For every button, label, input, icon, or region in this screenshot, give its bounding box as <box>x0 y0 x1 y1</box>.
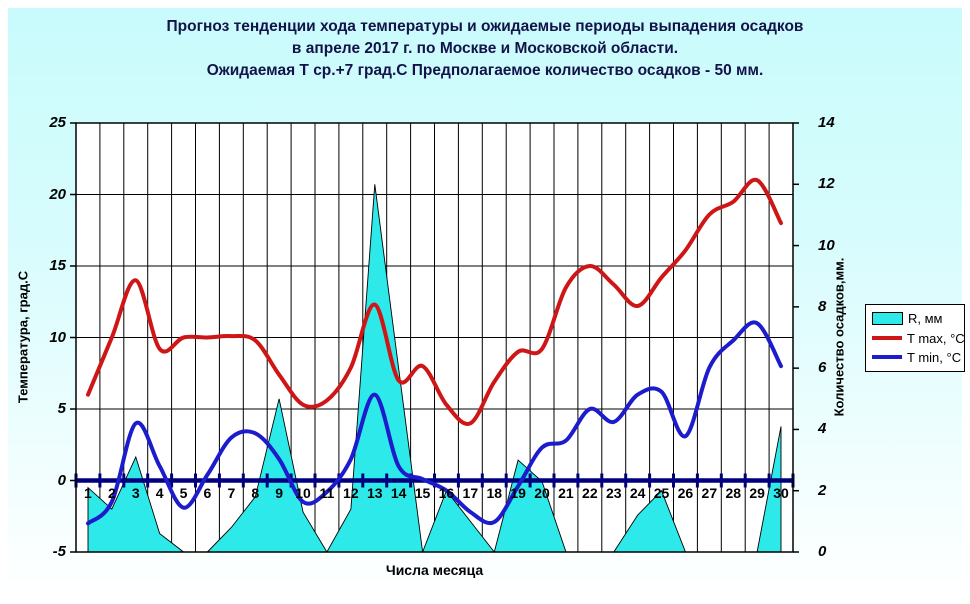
day-label: 5 <box>179 485 188 501</box>
day-label: 29 <box>749 485 765 501</box>
day-label: 7 <box>227 485 236 501</box>
left-axis-tick-label: 20 <box>49 185 66 203</box>
day-label: 27 <box>701 485 718 501</box>
left-axis-tick-label: 10 <box>49 328 66 346</box>
right-axis-tick-label: 14 <box>818 114 835 131</box>
tmin-line-swatch-icon <box>872 355 902 360</box>
rain-area-swatch-icon <box>872 312 903 326</box>
left-axis-tick-label: 25 <box>49 114 66 131</box>
day-label: 30 <box>773 485 789 501</box>
right-axis-tick-label: 6 <box>818 359 827 377</box>
day-label: 19 <box>510 485 526 501</box>
legend-item-tmax: T max, °C <box>872 331 965 346</box>
left-axis-tick-label: -5 <box>52 543 66 560</box>
day-label: 2 <box>107 485 116 501</box>
legend-label-tmin: T min, °C <box>907 349 962 365</box>
day-label: 17 <box>462 485 479 501</box>
legend-item-rain: R, мм <box>872 311 958 326</box>
day-label: 8 <box>251 485 260 501</box>
chart-title: Прогноз тенденции хода температуры и ожи… <box>0 16 970 82</box>
right-axis-tick-label: 10 <box>818 236 835 254</box>
left-axis-title: Температура, град.С <box>15 270 31 404</box>
x-axis-title: Числа месяца <box>385 562 484 578</box>
right-axis-tick-label: 0 <box>818 543 827 560</box>
day-label: 18 <box>486 485 503 501</box>
right-axis-tick-label: 2 <box>818 481 827 499</box>
day-label: 22 <box>582 485 598 501</box>
day-label: 13 <box>366 485 383 501</box>
day-label: 28 <box>725 485 742 501</box>
right-axis-tick-label: 4 <box>818 420 827 438</box>
legend-label-tmax: T max, °C <box>907 330 965 346</box>
day-label: 15 <box>414 485 431 501</box>
day-label: 16 <box>438 485 455 501</box>
day-label: 14 <box>390 485 407 501</box>
right-axis-title: Количество осадков,мм. <box>831 257 847 417</box>
right-axis-tick-label: 8 <box>818 297 827 315</box>
day-label: 23 <box>605 485 622 501</box>
left-axis-tick-label: 0 <box>57 471 66 489</box>
legend: R, мм T max, °C T min, °C <box>865 304 965 372</box>
legend-label-rain: R, мм <box>908 311 943 327</box>
legend-item-tmin: T min, °C <box>872 349 962 365</box>
tmax-curve-series <box>86 177 783 426</box>
day-label: 24 <box>629 485 646 501</box>
day-label: 26 <box>677 485 694 501</box>
left-axis-tick-label: 15 <box>49 257 66 274</box>
day-label: 10 <box>295 485 311 501</box>
chart-title-line2: в апреле 2017 г. по Москве и Московской … <box>291 40 679 57</box>
day-label: 21 <box>558 485 574 501</box>
day-label: 3 <box>131 485 140 501</box>
day-label: 4 <box>155 485 164 501</box>
chart-title-line1: Прогноз тенденции хода температуры и ожи… <box>166 18 804 35</box>
day-label: 1 <box>84 485 92 501</box>
day-label: 6 <box>203 485 212 501</box>
chart-title-line3: Ожидаемая Т ср.+7 град.С Предполагаемое … <box>206 62 764 79</box>
tmin-curve-series <box>86 320 783 526</box>
day-label: 12 <box>343 485 359 501</box>
left-axis-tick-label: 5 <box>57 400 66 417</box>
day-label: 11 <box>319 485 335 501</box>
tmax-line-swatch-icon <box>872 336 902 340</box>
day-label: 25 <box>653 485 670 501</box>
day-label: 20 <box>534 485 550 501</box>
day-label: 9 <box>275 485 284 501</box>
right-axis-tick-label: 12 <box>818 175 835 193</box>
